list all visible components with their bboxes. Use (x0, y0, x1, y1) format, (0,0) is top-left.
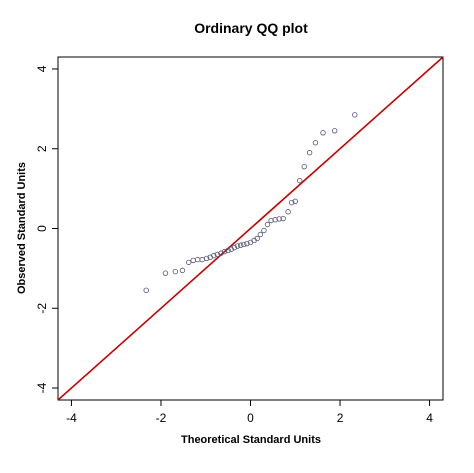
x-axis-label: Theoretical Standard Units (181, 434, 321, 446)
data-point (292, 198, 298, 205)
data-point (280, 215, 286, 222)
data-point (199, 256, 205, 263)
data-point (352, 112, 358, 118)
x-tick-label: 0 (247, 411, 254, 425)
y-tick-label: -2 (35, 303, 49, 314)
data-point (231, 244, 238, 251)
data-point (320, 130, 326, 136)
data-point (203, 255, 210, 262)
data-point (301, 163, 307, 170)
x-tick-label: -4 (66, 411, 77, 425)
data-point (221, 248, 228, 255)
data-point (331, 128, 338, 134)
chart-title: Ordinary QQ plot (194, 20, 308, 36)
x-tick-label: 2 (337, 411, 344, 425)
x-tick-label: 4 (426, 411, 433, 425)
y-tick-label: 4 (35, 65, 49, 72)
data-point (143, 287, 149, 294)
y-tick-label: -4 (35, 382, 49, 393)
data-point (179, 267, 186, 274)
x-tick-label: -2 (156, 411, 167, 425)
reference-line (58, 57, 443, 400)
data-point (190, 257, 196, 264)
data-point (276, 216, 282, 222)
data-point (312, 140, 319, 146)
data-point (211, 252, 217, 259)
y-tick-label: 2 (35, 145, 49, 152)
data-point (285, 209, 291, 215)
data-point (257, 231, 264, 238)
data-point (268, 217, 274, 224)
y-tick-label: 0 (35, 225, 49, 232)
data-point (172, 268, 178, 275)
data-point (228, 246, 234, 252)
data-point (241, 241, 247, 248)
data-point (297, 177, 303, 184)
y-axis-label: Observed Standard Units (16, 162, 28, 294)
data-point (225, 247, 231, 254)
data-point (234, 243, 241, 249)
data-point (237, 242, 244, 248)
data-point (288, 199, 295, 206)
data-point (162, 270, 169, 276)
data-point (261, 227, 267, 234)
data-point (264, 221, 271, 228)
data-point (272, 217, 278, 223)
data-point (214, 251, 221, 258)
data-point (306, 150, 313, 156)
data-point (244, 240, 250, 247)
data-point (186, 259, 192, 266)
data-point (254, 235, 260, 242)
data-point (194, 256, 201, 263)
